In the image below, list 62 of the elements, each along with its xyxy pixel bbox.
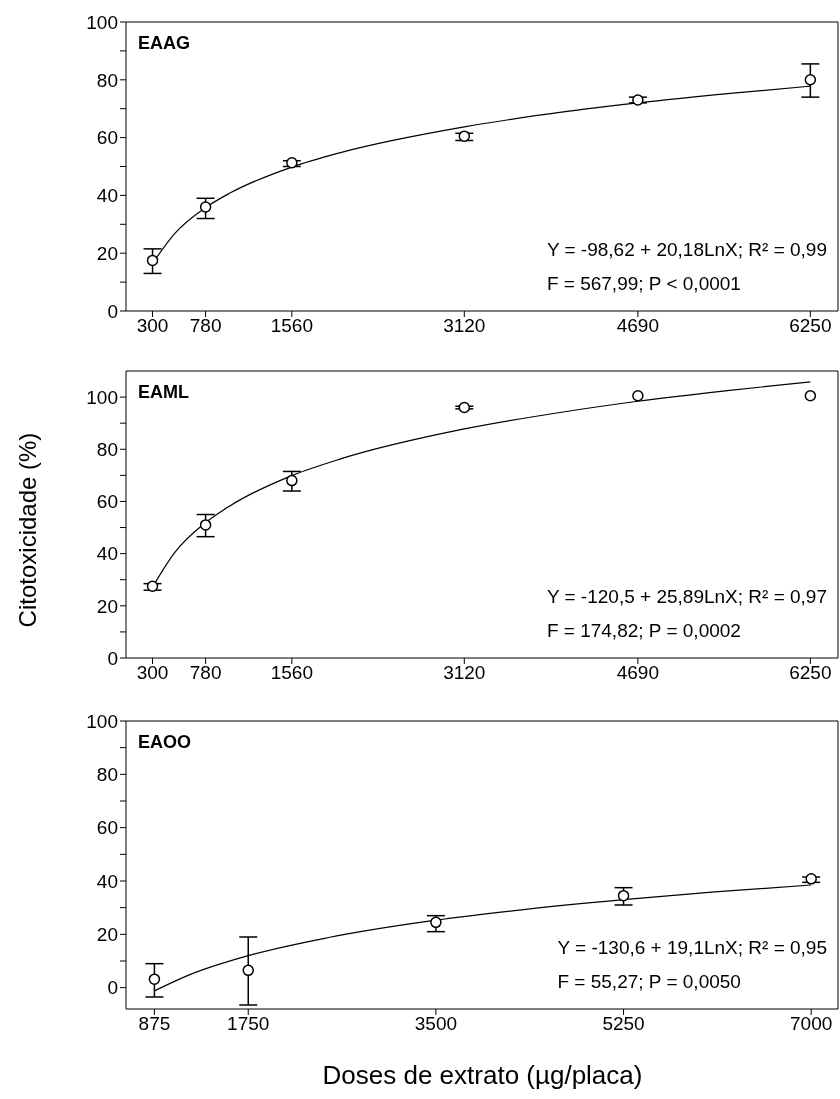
y-tick-label: 80 <box>96 69 118 91</box>
y-tick-label: 40 <box>96 870 118 892</box>
x-tick-label: 300 <box>136 315 169 337</box>
y-tick-label: 0 <box>107 300 118 322</box>
point <box>804 390 817 402</box>
annotation: Y = -120,5 + 25,89LnX; R² = 0,97 <box>546 585 827 609</box>
x-tick-label: 780 <box>189 662 222 684</box>
y-tick-label: 20 <box>96 242 118 264</box>
x-tick-label: 780 <box>189 315 222 337</box>
y-tick-label: 60 <box>96 127 118 149</box>
x-tick-label: 3120 <box>443 315 486 337</box>
x-tick-label: 7000 <box>790 1013 833 1035</box>
y-tick-label: 40 <box>96 185 118 207</box>
x-tick-label: 6250 <box>789 662 832 684</box>
point <box>242 964 254 977</box>
point <box>286 156 298 169</box>
annotation: EAAG <box>138 33 191 54</box>
annotation: EAML <box>138 382 189 403</box>
x-tick-label: 4690 <box>616 662 660 684</box>
point <box>199 519 212 531</box>
x-tick-label: 875 <box>138 1013 171 1035</box>
point <box>146 580 159 592</box>
annotation: Y = -98,62 + 20,18LnX; R² = 0,99 <box>546 238 827 262</box>
y-tick-label: 80 <box>96 439 118 461</box>
x-tick-label: 4690 <box>616 315 660 337</box>
y-tick-label: 40 <box>96 543 118 565</box>
x-tick-label: 300 <box>136 662 169 684</box>
x-tick-label: 6250 <box>789 315 832 337</box>
x-tick-label: 3500 <box>414 1013 458 1035</box>
point <box>286 474 298 487</box>
annotation: F = 55,27; P = 0,0050 <box>557 970 742 994</box>
x-axis-title: Doses de extrato (µg/placa) <box>322 1059 643 1091</box>
y-tick-label: 60 <box>96 491 118 513</box>
point <box>458 130 471 142</box>
y-tick-label: 60 <box>96 817 118 839</box>
annotation: Y = -130,6 + 19,1LnX; R² = 0,95 <box>557 936 827 960</box>
point <box>430 916 442 929</box>
point <box>632 390 644 402</box>
point <box>199 201 212 213</box>
x-tick-label: 1750 <box>227 1013 270 1035</box>
y-axis-title: Citotoxicidade (%) <box>14 432 42 628</box>
y-tick-label: 0 <box>107 647 118 669</box>
y-tick-label: 0 <box>107 977 118 999</box>
y-tick-label: 100 <box>86 386 118 408</box>
point <box>805 873 817 885</box>
point <box>458 401 471 414</box>
point <box>148 973 161 985</box>
y-tick-label: 100 <box>86 11 118 33</box>
annotation: F = 567,99; P < 0,0001 <box>546 272 742 296</box>
point <box>804 74 817 86</box>
x-tick-label: 1560 <box>270 315 313 337</box>
annotation: F = 174,82; P = 0,0002 <box>546 619 742 643</box>
point <box>632 94 644 106</box>
x-tick-label: 1560 <box>270 662 313 684</box>
y-tick-label: 20 <box>96 924 118 946</box>
point <box>146 254 159 267</box>
y-tick-label: 20 <box>96 595 118 617</box>
y-tick-label: 100 <box>86 710 118 732</box>
x-tick-label: 3120 <box>443 662 486 684</box>
annotation: EAOO <box>138 732 192 753</box>
x-tick-label: 5250 <box>602 1013 645 1035</box>
y-tick-label: 80 <box>96 764 118 786</box>
